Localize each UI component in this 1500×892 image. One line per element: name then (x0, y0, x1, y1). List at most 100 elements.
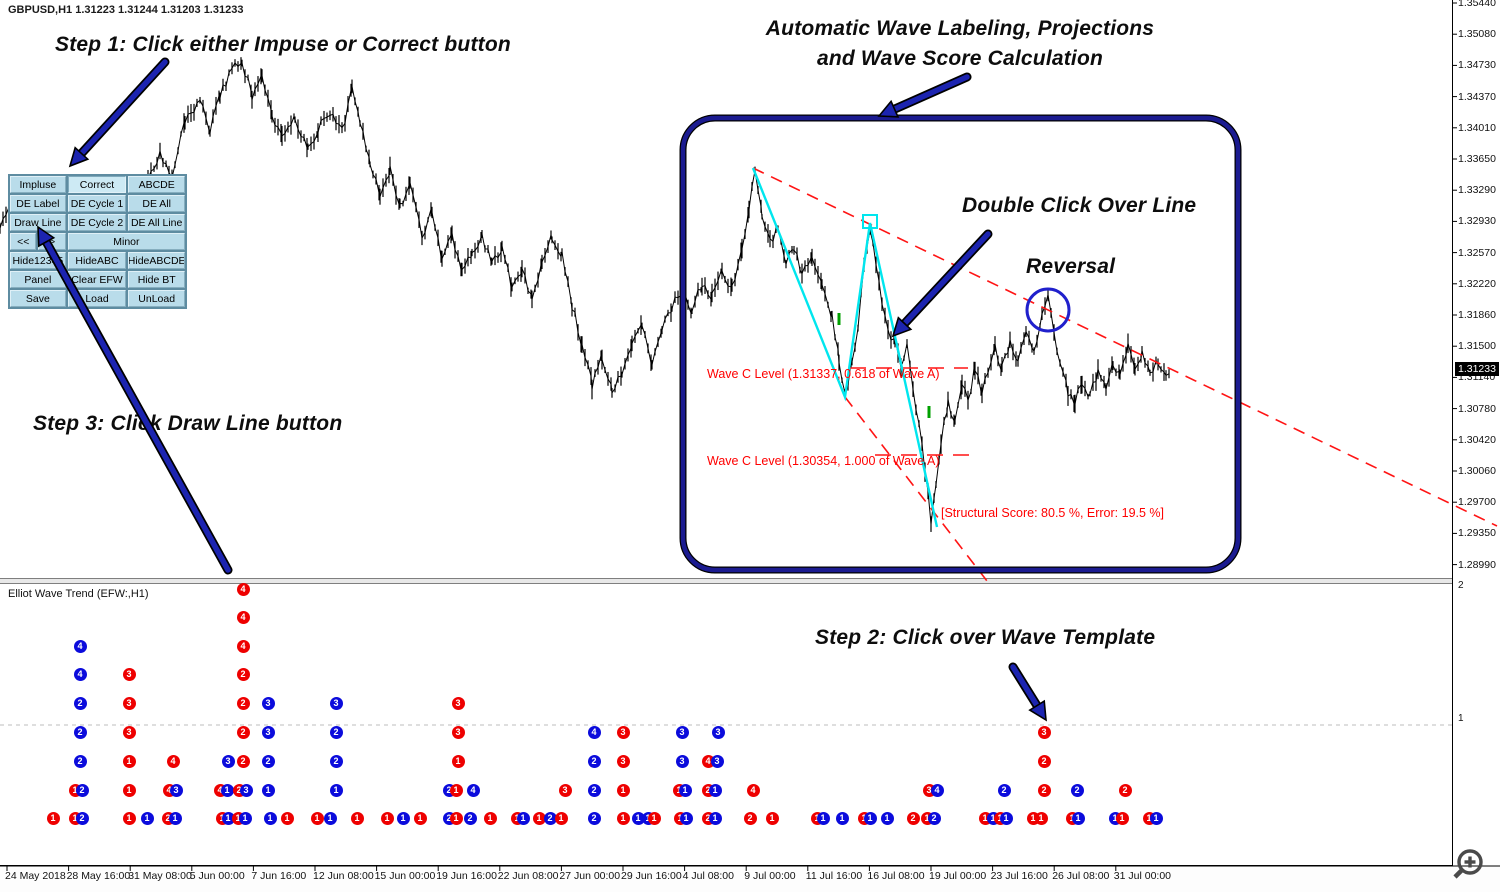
wave-template-marker-red-1[interactable]: 1 (381, 812, 394, 825)
wave-template-marker-blue-3[interactable]: 3 (676, 726, 689, 739)
wave-template-marker-blue-1[interactable]: 1 (239, 812, 252, 825)
wave-template-marker-blue-2[interactable]: 2 (588, 784, 601, 797)
wave-template-marker-red-4[interactable]: 4 (237, 611, 250, 624)
wave-template-marker-blue-4[interactable]: 4 (931, 784, 944, 797)
wave-template-marker-blue-1[interactable]: 1 (679, 784, 692, 797)
button-de-all-line[interactable]: DE All Line (128, 214, 185, 231)
wave-template-marker-red-3[interactable]: 3 (617, 755, 630, 768)
wave-template-marker-blue-3[interactable]: 3 (262, 697, 275, 710)
wave-template-marker-red-4[interactable]: 4 (167, 755, 180, 768)
button-panel[interactable]: Panel (10, 271, 66, 288)
wave-template-marker-red-1[interactable]: 1 (617, 812, 630, 825)
button-de-all[interactable]: DE All (128, 195, 185, 212)
wave-template-marker-red-2[interactable]: 2 (237, 668, 250, 681)
wave-template-marker-blue-2[interactable]: 2 (998, 784, 1011, 797)
wave-template-marker-red-1[interactable]: 1 (123, 755, 136, 768)
wave-template-marker-blue-1[interactable]: 1 (680, 812, 693, 825)
wave-template-marker-red-1[interactable]: 1 (351, 812, 364, 825)
wave-template-marker-red-1[interactable]: 1 (123, 784, 136, 797)
wave-template-marker-red-3[interactable]: 3 (452, 697, 465, 710)
wave-template-marker-blue-2[interactable]: 2 (330, 755, 343, 768)
wave-template-marker-blue-1[interactable]: 1 (141, 812, 154, 825)
button-[interactable]: > (38, 233, 65, 250)
wave-template-marker-blue-3[interactable]: 3 (712, 726, 725, 739)
wave-template-marker-blue-1[interactable]: 1 (397, 812, 410, 825)
wave-template-marker-blue-2[interactable]: 2 (74, 755, 87, 768)
wave-template-marker-blue-2[interactable]: 2 (76, 784, 89, 797)
button-minor[interactable]: Minor (68, 233, 185, 250)
wave-template-marker-blue-2[interactable]: 2 (588, 812, 601, 825)
wave-template-marker-red-3[interactable]: 3 (617, 726, 630, 739)
wave-template-marker-blue-1[interactable]: 1 (262, 784, 275, 797)
wave-template-marker-red-4[interactable]: 4 (747, 784, 760, 797)
button-clear-efw[interactable]: Clear EFW (68, 271, 127, 288)
wave-template-marker-blue-1[interactable]: 1 (330, 784, 343, 797)
wave-template-marker-red-3[interactable]: 3 (452, 726, 465, 739)
button-draw-line[interactable]: Draw Line (10, 214, 66, 231)
button-de-label[interactable]: DE Label (10, 195, 66, 212)
wave-template-marker-blue-1[interactable]: 1 (324, 812, 337, 825)
wave-template-marker-red-1[interactable]: 1 (450, 784, 463, 797)
wave-template-marker-blue-3[interactable]: 3 (222, 755, 235, 768)
wave-template-marker-red-1[interactable]: 1 (123, 812, 136, 825)
wave-template-marker-red-4[interactable]: 4 (237, 640, 250, 653)
wave-template-marker-blue-3[interactable]: 3 (240, 784, 253, 797)
wave-template-marker-blue-1[interactable]: 1 (1000, 812, 1013, 825)
wave-template-marker-red-1[interactable]: 1 (766, 812, 779, 825)
wave-template-marker-blue-3[interactable]: 3 (676, 755, 689, 768)
wave-template-marker-red-2[interactable]: 2 (907, 812, 920, 825)
wave-template-marker-red-2[interactable]: 2 (744, 812, 757, 825)
wave-template-marker-red-1[interactable]: 1 (555, 812, 568, 825)
wave-template-marker-blue-1[interactable]: 1 (817, 812, 830, 825)
button-hideabcde[interactable]: HideABCDE (128, 252, 185, 269)
wave-template-marker-blue-1[interactable]: 1 (169, 812, 182, 825)
wave-template-marker-red-4[interactable]: 4 (237, 583, 250, 596)
button-hide-bt[interactable]: Hide BT (128, 271, 185, 288)
button-hide12345[interactable]: Hide12345 (10, 252, 66, 269)
wave-template-marker-red-3[interactable]: 3 (559, 784, 572, 797)
wave-template-marker-red-1[interactable]: 1 (1116, 812, 1129, 825)
wave-template-marker-red-3[interactable]: 3 (1038, 726, 1051, 739)
wave-template-marker-blue-2[interactable]: 2 (74, 726, 87, 739)
wave-template-marker-blue-1[interactable]: 1 (1072, 812, 1085, 825)
elliott-wave-trend-pane[interactable]: Elliot Wave Trend (EFW:,H1) 444443223233… (0, 584, 1452, 866)
wave-template-marker-red-1[interactable]: 1 (414, 812, 427, 825)
wave-template-marker-red-1[interactable]: 1 (281, 812, 294, 825)
wave-template-marker-red-1[interactable]: 1 (47, 812, 60, 825)
main-chart-area[interactable] (0, 0, 1452, 578)
wave-template-marker-blue-4[interactable]: 4 (467, 784, 480, 797)
wave-template-marker-blue-4[interactable]: 4 (74, 668, 87, 681)
button-impluse[interactable]: Impluse (10, 176, 66, 193)
wave-template-marker-blue-2[interactable]: 2 (1071, 784, 1084, 797)
wave-template-marker-red-2[interactable]: 2 (1119, 784, 1132, 797)
button-[interactable]: << (10, 233, 36, 250)
wave-template-marker-blue-1[interactable]: 1 (864, 812, 877, 825)
wave-template-marker-red-1[interactable]: 1 (1035, 812, 1048, 825)
wave-template-marker-red-1[interactable]: 1 (452, 755, 465, 768)
wave-template-marker-blue-2[interactable]: 2 (588, 755, 601, 768)
wave-template-marker-blue-4[interactable]: 4 (74, 640, 87, 653)
wave-template-marker-blue-1[interactable]: 1 (1150, 812, 1163, 825)
wave-template-marker-red-1[interactable]: 1 (617, 784, 630, 797)
wave-template-marker-blue-2[interactable]: 2 (262, 755, 275, 768)
wave-template-marker-red-2[interactable]: 2 (237, 726, 250, 739)
button-de-cycle-2[interactable]: DE Cycle 2 (68, 214, 127, 231)
wave-template-marker-blue-1[interactable]: 1 (881, 812, 894, 825)
wave-template-marker-red-2[interactable]: 2 (1038, 784, 1051, 797)
wave-template-marker-red-1[interactable]: 1 (484, 812, 497, 825)
button-abcde[interactable]: ABCDE (128, 176, 185, 193)
wave-template-marker-red-3[interactable]: 3 (123, 697, 136, 710)
wave-template-marker-red-1[interactable]: 1 (648, 812, 661, 825)
wave-template-marker-red-2[interactable]: 2 (237, 697, 250, 710)
wave-template-marker-blue-3[interactable]: 3 (711, 755, 724, 768)
button-save[interactable]: Save (10, 290, 66, 307)
wave-template-marker-red-3[interactable]: 3 (123, 668, 136, 681)
wave-template-marker-blue-1[interactable]: 1 (517, 812, 530, 825)
wave-template-marker-blue-1[interactable]: 1 (264, 812, 277, 825)
button-unload[interactable]: UnLoad (128, 290, 185, 307)
wave-template-marker-blue-3[interactable]: 3 (170, 784, 183, 797)
wave-template-marker-blue-3[interactable]: 3 (330, 697, 343, 710)
wave-template-marker-blue-2[interactable]: 2 (330, 726, 343, 739)
button-hideabc[interactable]: HideABC (68, 252, 127, 269)
wave-template-marker-blue-3[interactable]: 3 (262, 726, 275, 739)
